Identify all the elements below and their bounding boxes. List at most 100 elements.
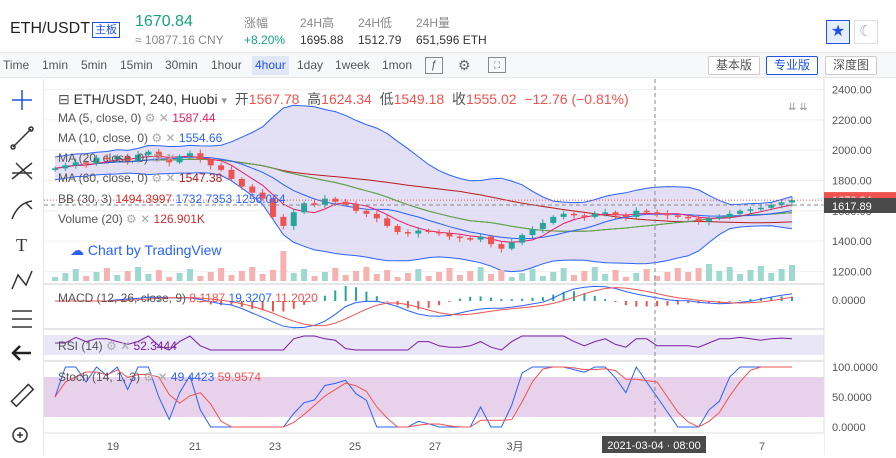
view-pro-button[interactable]: 专业版 [766, 56, 819, 75]
volume-bar [654, 276, 661, 281]
volume-bar [404, 273, 411, 281]
candle-body [404, 232, 411, 234]
legend-ma10: MA (10, close, 0) ⚙ ✕ 1554.66 [58, 131, 222, 145]
indicators-icon[interactable]: ƒ [425, 57, 443, 74]
settings-gear-icon[interactable]: ⚙ [458, 57, 471, 73]
tf-5min[interactable]: 5min [81, 58, 108, 72]
tf-4hour[interactable]: 4hour [252, 56, 289, 75]
zoom-in-icon[interactable] [12, 427, 28, 443]
volume-bar [550, 272, 557, 281]
pattern-tool-icon[interactable] [11, 270, 33, 290]
dropdown-icon[interactable]: ▾ [221, 95, 227, 107]
tf-1week[interactable]: 1week [335, 58, 370, 72]
candle-body [726, 213, 733, 217]
volume-bar [363, 267, 370, 281]
volume-bar [155, 270, 162, 281]
ticker-header: ETH/USDT 主板 1670.84 ≈ 10877.16 CNY 涨幅 +8… [0, 0, 896, 52]
volume-bar [135, 267, 142, 281]
trendline-tool-icon[interactable] [10, 126, 34, 150]
volume-bar [685, 272, 692, 281]
price-chart[interactable]: 2400.002200.002000.001800.001600.001400.… [0, 79, 896, 455]
theme-moon-icon[interactable]: ☾ [854, 20, 878, 44]
tradingview-watermark[interactable]: ☁ Chart by TradingView [70, 242, 221, 259]
indicator-settings-icon[interactable]: ⚙ ✕ [143, 370, 168, 384]
indicator-settings-icon[interactable]: ⚙ ✕ [106, 339, 131, 353]
text-tool-icon[interactable]: T [16, 235, 27, 255]
volume-bar [228, 275, 235, 281]
ruler-tool-icon[interactable] [10, 383, 35, 408]
candle-body [62, 165, 69, 169]
time-tick-label: 3月 [506, 441, 523, 453]
candle-body [259, 192, 266, 199]
candle-body [622, 215, 629, 217]
indicator-settings-icon[interactable]: ⚙ ✕ [151, 131, 176, 145]
candle-body [321, 198, 328, 205]
indicator-settings-icon[interactable]: ⚙ ✕ [151, 171, 176, 185]
pane-controls-icon[interactable]: ⇊ ⇊ [788, 102, 808, 113]
stat-label-high: 24H高 [300, 16, 335, 30]
stoch-tick-label: 0.0000 [832, 422, 866, 434]
stoch-d-line [54, 366, 792, 428]
fullscreen-icon[interactable]: ⛶ [488, 57, 506, 73]
high-value: 1624.34 [321, 91, 372, 107]
brush-tool-icon[interactable] [11, 200, 33, 220]
board-badge: 主板 [92, 22, 120, 38]
candle-body [529, 228, 536, 236]
collapse-icon[interactable]: ⊟ [58, 91, 70, 107]
candle-body [353, 204, 360, 211]
rsi-line [55, 335, 793, 351]
candle-body [155, 151, 162, 158]
fib-tool-icon[interactable] [11, 162, 33, 180]
tf-1min[interactable]: 1min [42, 58, 69, 72]
candle-body [238, 178, 245, 187]
crosshair-tool-icon[interactable] [12, 90, 32, 110]
time-tick-label: 21 [189, 441, 201, 453]
tf-1day[interactable]: 1day [297, 58, 324, 72]
tf-1mon[interactable]: 1mon [382, 58, 413, 72]
tf-time[interactable]: Time [3, 58, 30, 72]
candle-body [446, 233, 453, 237]
candle-body [685, 216, 692, 219]
volume-label: Volume (20) [58, 212, 123, 226]
crosshair-time-tag [602, 436, 706, 453]
view-depth-button[interactable]: 深度图 [825, 56, 878, 75]
volume-bar [103, 268, 110, 281]
ma5-value: 1587.44 [172, 111, 216, 125]
candle-body [591, 213, 598, 217]
view-basic-button[interactable]: 基本版 [708, 56, 761, 75]
back-arrow-icon[interactable] [11, 345, 31, 361]
candle-body [633, 210, 640, 217]
measure-tool-icon[interactable] [12, 310, 32, 328]
indicator-settings-icon[interactable]: ⚙ ✕ [151, 151, 176, 165]
tf-1hour[interactable]: 1hour [211, 58, 242, 72]
macd-value-2: 19.3207 [228, 291, 272, 305]
candle-body [363, 210, 370, 214]
legend-ma20: MA (20, close, 0) ⚙ ✕ [58, 151, 176, 165]
volume-bar [353, 271, 360, 281]
volume-bar [197, 276, 204, 281]
stat-label-low: 24H低 [358, 16, 393, 30]
stat-label-change: 涨幅 [244, 16, 269, 30]
volume-bar [114, 275, 121, 281]
volume-bar [789, 265, 795, 281]
volume-bars [52, 251, 795, 281]
volume-bar [145, 274, 152, 281]
volume-bar [436, 272, 443, 281]
tf-30min[interactable]: 30min [165, 58, 198, 72]
legend-ma5: MA (5, close, 0) ⚙ ✕ 1587.44 [58, 111, 216, 125]
tradingview-cloud-icon: ☁ [70, 242, 84, 258]
candle-body [571, 213, 578, 216]
price-axis-bg[interactable] [824, 79, 896, 455]
tf-15min[interactable]: 15min [120, 58, 153, 72]
volume-bar [487, 274, 494, 281]
candle-body [384, 218, 391, 226]
candle-body [674, 215, 681, 217]
volume-bar [664, 272, 671, 281]
favorite-star-icon[interactable]: ★ [826, 20, 850, 44]
indicator-settings-icon[interactable]: ⚙ ✕ [126, 212, 151, 226]
indicator-settings-icon[interactable]: ⚙ ✕ [144, 111, 169, 125]
stoch-k-value: 49.4423 [170, 370, 215, 384]
legend-volume: Volume (20) ⚙ ✕ 126.901K [58, 212, 205, 226]
candle-body [436, 232, 443, 234]
stat-value-high: 1695.88 [300, 33, 344, 47]
